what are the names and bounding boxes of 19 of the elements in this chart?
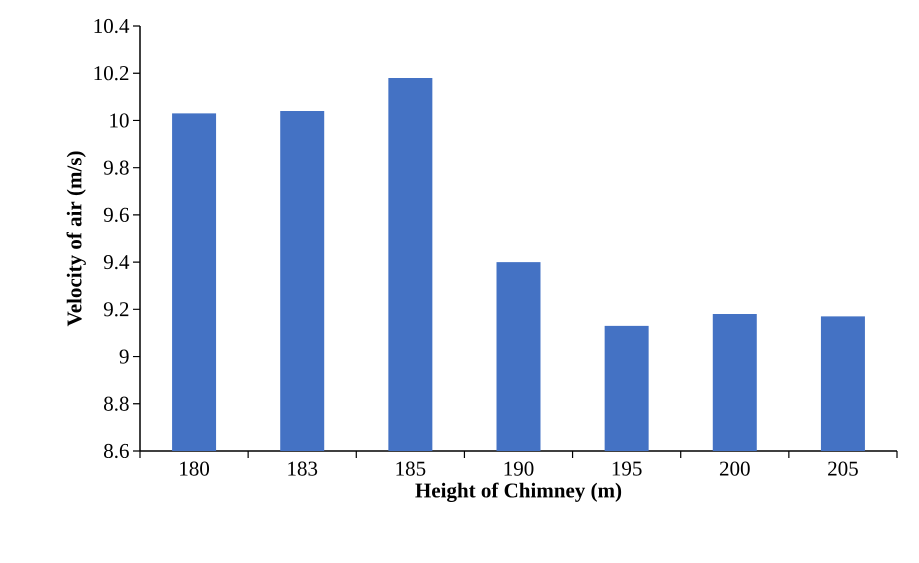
x-tick-label: 200 — [720, 462, 750, 476]
x-tick-label: 205 — [828, 462, 858, 476]
y-tick-label: 10 — [110, 113, 129, 128]
x-tick-label: 180 — [180, 462, 210, 476]
y-tick-label: 8.8 — [104, 396, 129, 411]
y-tick-label: 9.2 — [104, 302, 128, 316]
x-tick-label: 185 — [396, 462, 426, 476]
x-tick-label: 190 — [504, 462, 534, 476]
x-axis-title: Height of Chimney (m) — [415, 482, 622, 502]
x-tick-label: 195 — [612, 462, 642, 476]
y-axis-title: Velocity of air (m/s) — [66, 151, 86, 326]
y-tick-label: 9 — [120, 349, 129, 364]
y-tick-label: 10.2 — [94, 66, 128, 80]
y-tick-label: 9.6 — [104, 208, 129, 222]
y-tick-label: 9.4 — [104, 255, 130, 270]
y-tick-label: 8.6 — [104, 444, 129, 458]
y-tick-label: 9.8 — [104, 160, 129, 175]
y-tick-label: 10.4 — [94, 18, 130, 34]
x-tick-label: 183 — [288, 462, 318, 476]
